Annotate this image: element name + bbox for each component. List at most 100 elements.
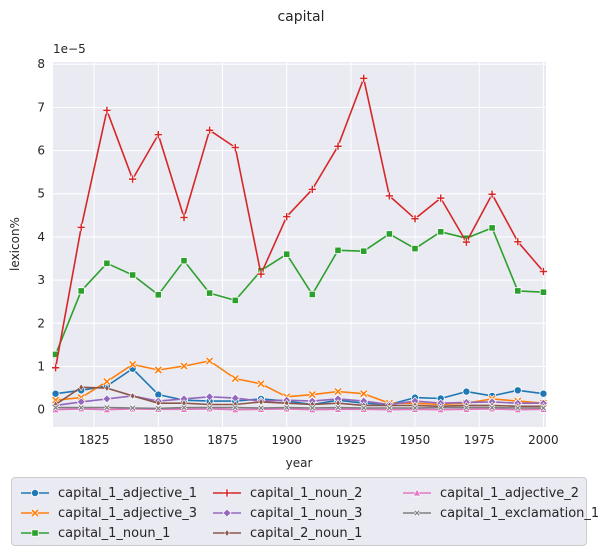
data-point-marker [463,404,470,411]
legend-swatch [213,508,241,518]
data-point-marker [360,74,368,83]
data-point-marker [51,389,60,398]
data-point-marker [334,246,342,254]
legend-marker [222,508,232,518]
x-tick-label: 1925 [336,433,367,447]
data-point-marker [154,365,163,375]
data-point-marker [437,194,445,202]
data-point-marker [154,131,162,139]
y-axis-label: lexicon% [8,217,22,271]
data-point-marker [359,389,368,398]
data-point-marker [513,386,522,395]
y-tick-label: 0 [37,403,45,417]
x-tick-label: 1850 [143,433,174,447]
data-point-marker [205,356,214,366]
data-point-marker [386,404,393,412]
y-tick-label: 1 [37,360,45,374]
x-tick-label: 1975 [464,433,495,447]
series-layer [51,74,548,414]
data-point-marker [540,404,547,412]
legend-swatch [21,489,49,497]
data-point-marker [51,364,60,372]
data-point-marker [232,404,239,411]
x-tick-label: 1875 [207,433,238,447]
legend-label: capital_1_noun_2 [250,485,363,501]
chart-title: capital [277,9,324,25]
data-point-marker [257,404,265,412]
data-point-marker [129,391,136,400]
data-point-marker [360,404,367,412]
data-point-marker [78,383,84,392]
legend-item: capital_1_adjective_1 [20,483,197,503]
legend-swatch [21,508,49,518]
data-point-marker [180,257,188,265]
legend-item: capital_1_noun_2 [212,483,362,503]
y-offset-text: 1e−5 [53,42,86,56]
data-point-marker [103,404,111,411]
legend-marker [224,528,230,538]
legend-marker [30,508,40,518]
data-point-marker [206,126,214,134]
data-point-marker [256,379,266,388]
legend-swatch [213,489,241,497]
data-point-marker [514,404,521,412]
series-capital_1_noun_2 [51,74,548,372]
data-point-marker [462,238,470,246]
legend-label: capital_1_noun_1 [58,525,171,541]
x-tick-label: 2000 [528,433,559,447]
data-point-marker [231,374,240,383]
legend-marker [31,529,39,537]
data-point-marker [411,245,419,253]
data-point-marker [129,404,136,412]
data-point-marker [488,224,496,232]
x-axis-label: year [286,456,313,470]
data-point-marker [155,405,162,412]
data-point-marker [308,290,316,298]
y-tick-label: 8 [37,57,45,71]
data-point-marker [308,390,317,399]
data-point-marker [334,404,342,411]
data-point-marker [129,271,137,279]
data-point-marker [283,213,291,221]
data-point-marker [514,287,522,295]
legend: capital_1_adjective_1 capital_1_adjective… [11,477,599,546]
data-point-marker [52,404,59,411]
data-point-marker [411,404,419,412]
data-point-marker [385,230,393,238]
series-line [55,367,544,406]
data-point-marker [411,215,419,223]
series-line [55,406,544,410]
y-tick-label: 6 [37,144,45,158]
data-point-marker [77,223,85,231]
data-point-marker [283,404,290,411]
series-line [55,386,544,408]
legend-item: capital_1_noun_1 [20,523,170,543]
data-point-marker [437,228,445,236]
legend-swatch [403,509,431,517]
data-point-marker [77,287,85,295]
data-point-marker [102,394,112,404]
data-point-marker [437,404,444,411]
data-point-marker [206,404,213,411]
y-tick-label: 2 [37,316,45,330]
x-axis-ticks: 1825 1850 1875 1900 1925 1950 1975 2000 [79,433,559,447]
legend-label: capital_1_noun_3 [250,505,363,521]
legend-label: capital_1_adjective_3 [58,505,198,521]
data-point-marker [78,404,85,411]
data-point-marker [257,270,265,278]
data-point-marker [231,143,239,152]
data-point-marker [103,259,111,267]
y-tick-label: 7 [37,100,45,114]
legend-item: capital_1_adjective_2 [402,483,579,503]
legend-label: capital_1_adjective_1 [58,485,198,501]
legend-marker [412,488,422,497]
data-point-marker [180,404,188,411]
data-point-marker [180,213,188,222]
data-point-marker [360,247,368,255]
data-point-marker [488,404,496,411]
legend-marker [223,489,231,497]
legend-label: capital_2_noun_1 [250,525,363,541]
data-point-marker [103,106,111,115]
legend-swatch [21,529,49,537]
legend-label: capital_1_exclamation_1 [440,505,600,521]
